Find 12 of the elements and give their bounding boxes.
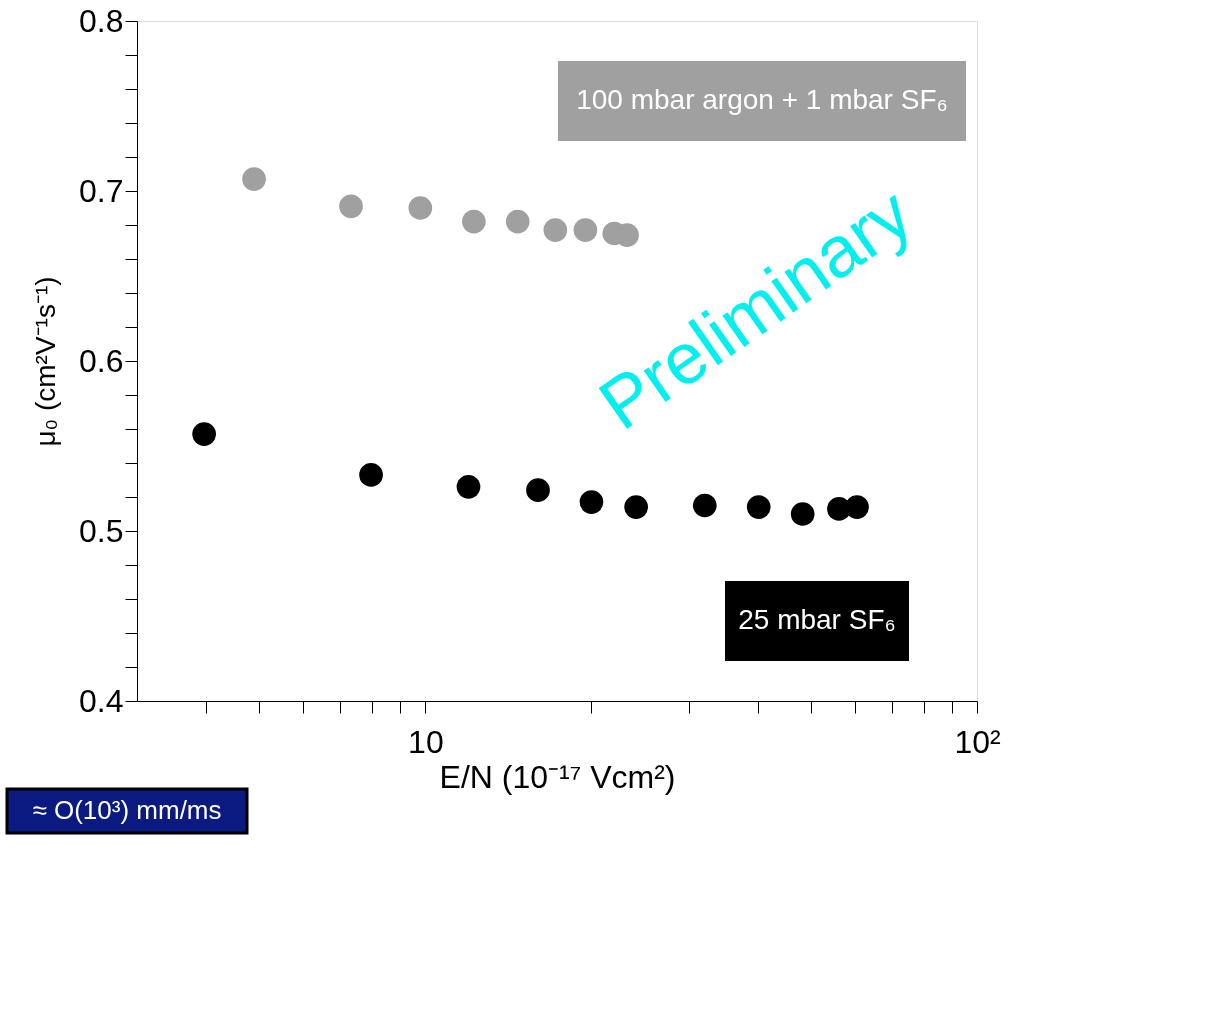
x-axis-title: E/N (10⁻¹⁷ Vcm²) xyxy=(439,758,676,795)
y-tick-label: 0.6 xyxy=(79,342,124,379)
y-tick-label: 0.8 xyxy=(79,2,124,39)
y-tick-label: 0.7 xyxy=(79,172,124,209)
x-tick-label: 10 xyxy=(408,723,444,760)
text: ≈ O(10³) mm/ms xyxy=(32,795,222,825)
y-axis-title: μ₀ (cm²V⁻¹s⁻¹) xyxy=(30,276,62,447)
text: 25 mbar SF₆ xyxy=(738,604,896,635)
x-tick-label: 10² xyxy=(954,723,1001,760)
text: 100 mbar argon + 1 mbar SF₆ xyxy=(576,84,948,115)
y-tick-label: 0.5 xyxy=(79,512,124,549)
y-tick-label: 0.4 xyxy=(79,682,124,719)
